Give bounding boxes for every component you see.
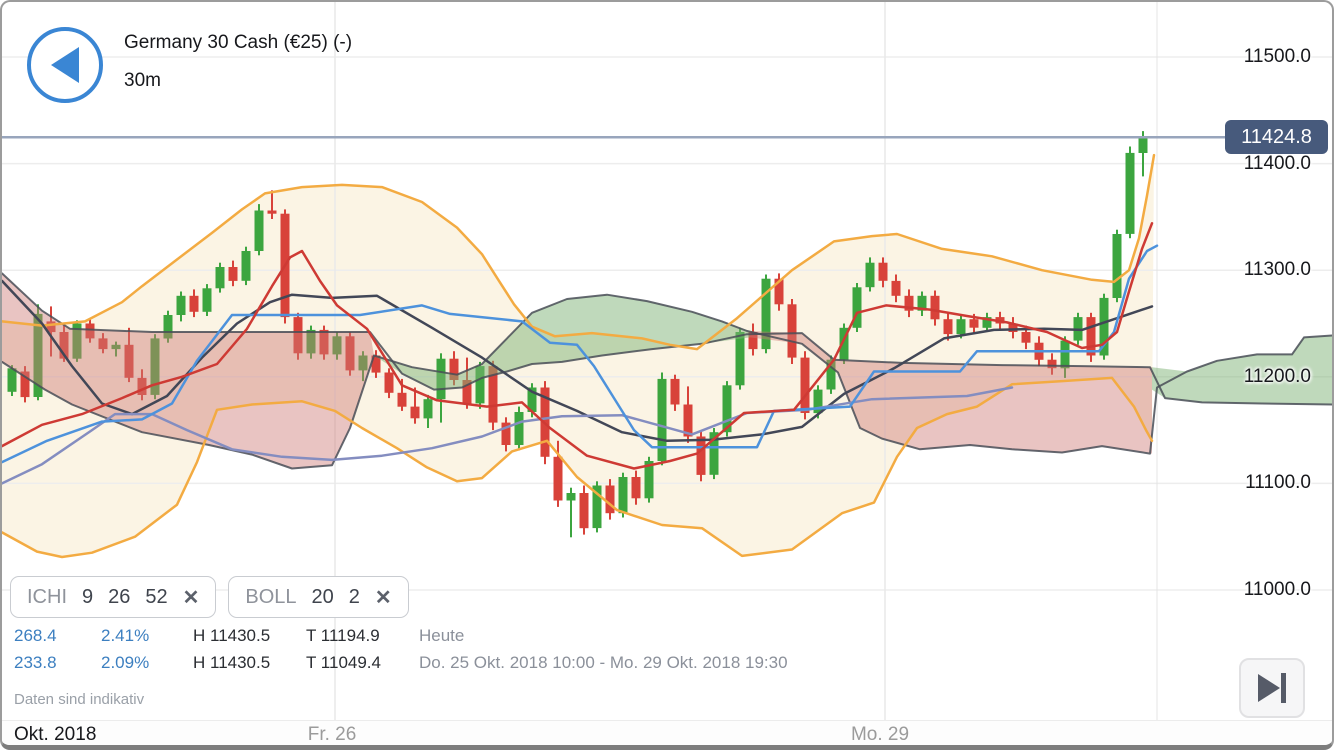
close-icon[interactable]: ✕: [374, 586, 392, 609]
y-axis-tick: 11400.0: [1243, 153, 1311, 174]
back-arrow-icon: [49, 45, 81, 85]
low-value: T 11049.4: [306, 653, 381, 672]
timeframe-label: 30m: [124, 70, 161, 91]
time-axis-label-month: Okt. 2018: [14, 724, 97, 745]
instrument-title: Germany 30 Cash (€25) (-): [124, 32, 353, 53]
period-label: Heute: [419, 626, 465, 645]
indicator-chips: ICHI 9 26 52 ✕ BOLL 20 2 ✕: [10, 576, 409, 618]
back-button[interactable]: [27, 27, 103, 103]
y-axis-tick: 11100.0: [1245, 472, 1311, 493]
y-axis-tick: 11200.0: [1243, 366, 1311, 387]
skip-to-latest-button[interactable]: [1239, 658, 1305, 718]
indicator-name: BOLL: [245, 585, 297, 608]
change-percent: 2.41%: [101, 626, 150, 645]
high-value: H 11430.5: [193, 626, 271, 645]
close-icon[interactable]: ✕: [182, 586, 200, 609]
indicator-param: 20: [311, 585, 334, 608]
y-axis-tick: 11300.0: [1243, 259, 1311, 280]
time-axis: Okt. 2018 Fr. 26 Mo. 29: [2, 720, 1332, 745]
period-range: Do. 25 Okt. 2018 10:00 - Mo. 29 Okt. 201…: [419, 653, 788, 672]
indicator-chip-ichi[interactable]: ICHI 9 26 52 ✕: [10, 576, 217, 618]
indicator-param: 26: [108, 585, 131, 608]
high-value: H 11430.5: [193, 653, 271, 672]
disclaimer-text: Daten sind indikativ: [14, 691, 145, 708]
chart-canvas[interactable]: [2, 2, 1334, 720]
y-axis-tick: 11500.0: [1243, 46, 1311, 67]
change-percent: 2.09%: [101, 653, 150, 672]
change-value: 268.4: [14, 626, 57, 645]
y-axis-tick: 11000.0: [1243, 579, 1311, 600]
indicator-param: 52: [145, 585, 168, 608]
time-axis-label-mon: Mo. 29: [850, 724, 910, 745]
change-value: 233.8: [14, 653, 57, 672]
current-price-badge: 11424.8: [1225, 120, 1328, 154]
skip-to-end-icon: [1256, 672, 1288, 704]
indicator-param: 2: [348, 585, 360, 608]
time-axis-label-fri: Fr. 26: [307, 724, 357, 745]
indicator-chip-boll[interactable]: BOLL 20 2 ✕: [228, 576, 409, 618]
low-value: T 11194.9: [306, 626, 380, 645]
indicator-name: ICHI: [27, 585, 67, 608]
indicator-param: 9: [82, 585, 94, 608]
